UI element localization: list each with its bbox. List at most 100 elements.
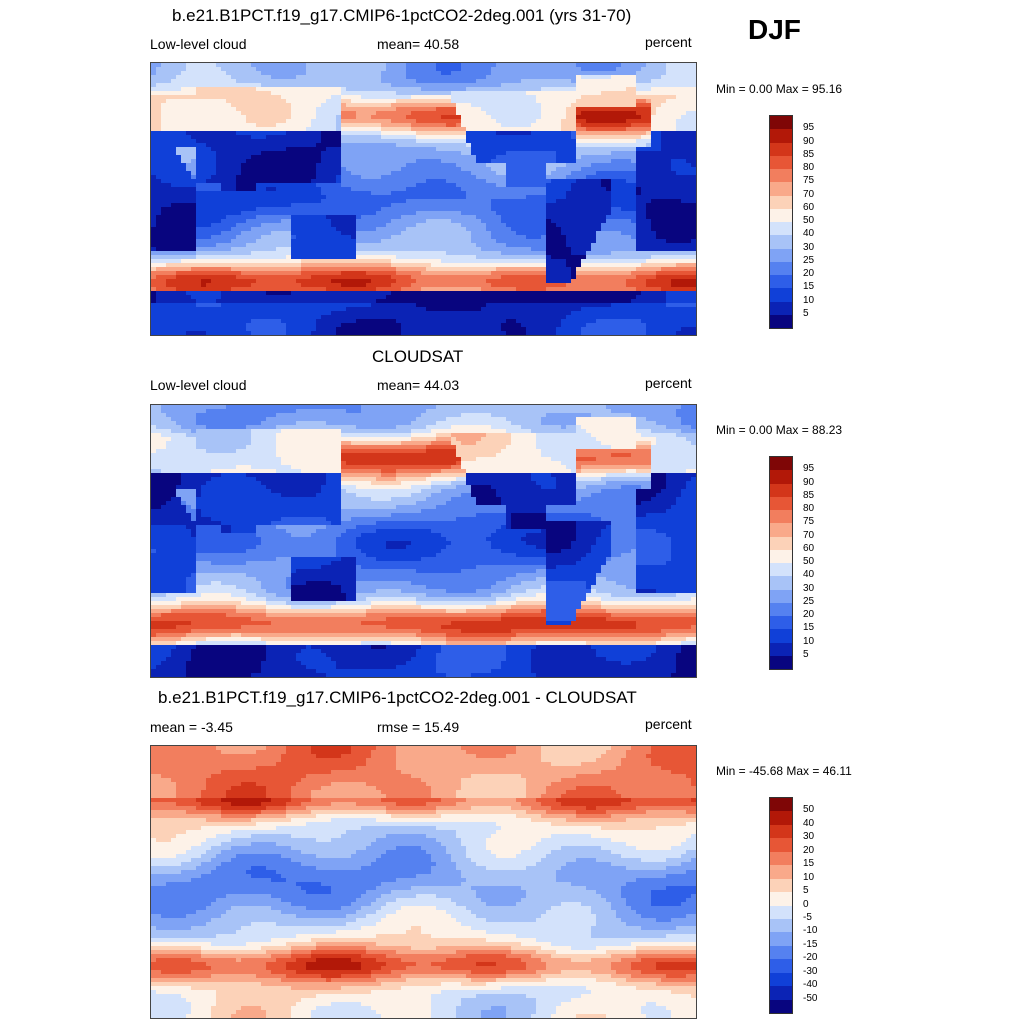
colorbar-swatch <box>770 496 792 510</box>
colorbar-tick-label: 15 <box>803 622 815 634</box>
colorbar-swatch <box>770 288 792 302</box>
colorbar-tick-label: 70 <box>803 529 815 541</box>
colorbar-tick-label: 10 <box>803 294 815 306</box>
colorbar-swatch <box>770 208 792 222</box>
colorbar-swatch <box>770 878 792 893</box>
colorbar-swatch <box>770 892 792 906</box>
colorbar-tick-label: -20 <box>803 952 818 964</box>
panel-2-mean-label: mean= 44.03 <box>377 377 460 393</box>
difference-map <box>150 745 697 1019</box>
colorbar-swatch <box>770 182 792 196</box>
colorbar-swatch <box>770 549 792 563</box>
colorbar-swatch <box>770 811 792 825</box>
panel-1-mean-label: mean= 40.58 <box>377 36 460 52</box>
panel-3-colorbar <box>769 797 793 1014</box>
colorbar-swatch <box>770 576 792 590</box>
colorbar-swatch <box>770 838 792 852</box>
colorbar-tick-label: 60 <box>803 542 815 554</box>
season-label: DJF <box>748 14 801 45</box>
colorbar-tick-label: -50 <box>803 992 818 1004</box>
colorbar-swatch <box>770 116 792 130</box>
colorbar-swatch <box>770 563 792 577</box>
colorbar-swatch <box>770 629 792 643</box>
colorbar-swatch <box>770 155 792 169</box>
colorbar-swatch <box>770 589 792 603</box>
colorbar-swatch <box>770 195 792 209</box>
colorbar-swatch <box>770 142 792 156</box>
colorbar-tick-label: 15 <box>803 858 815 870</box>
colorbar-swatch <box>770 510 792 524</box>
colorbar-tick-label: 50 <box>803 556 815 567</box>
colorbar-tick-label: -30 <box>803 965 818 977</box>
colorbar-tick-label: 95 <box>803 122 815 134</box>
colorbar-swatch <box>770 602 792 616</box>
panel-1-units-label: percent <box>645 34 692 50</box>
colorbar-tick-label: 30 <box>803 831 815 843</box>
colorbar-tick-label: 40 <box>803 569 815 581</box>
colorbar-tick-label: 90 <box>803 135 815 147</box>
panel-1-variable-label: Low-level cloud <box>150 36 247 52</box>
colorbar-swatch <box>770 972 792 987</box>
colorbar-tick-label: 75 <box>803 175 815 187</box>
colorbar-tick-label: 20 <box>803 844 815 856</box>
colorbar-tick-label: -10 <box>803 925 818 937</box>
colorbar-tick-label: 15 <box>803 281 815 293</box>
panel-3-minmax: Min = -45.68 Max = 46.11 <box>716 764 852 778</box>
colorbar-tick-label: 90 <box>803 476 815 488</box>
panel-2-minmax: Min = 0.00 Max = 88.23 <box>716 423 843 437</box>
colorbar-swatch <box>770 616 792 630</box>
colorbar-swatch <box>770 222 792 236</box>
colorbar-swatch <box>770 261 792 275</box>
colorbar-tick-label: 70 <box>803 188 815 200</box>
colorbar-swatch <box>770 905 792 919</box>
colorbar-tick-label: 85 <box>803 148 815 160</box>
panel-2-colorbar <box>769 456 793 670</box>
colorbar-tick-label: 10 <box>803 871 815 883</box>
colorbar-swatch <box>770 865 792 879</box>
colorbar-tick-label: 60 <box>803 201 815 213</box>
colorbar-swatch <box>770 851 792 866</box>
colorbar-tick-label: 5 <box>803 885 809 897</box>
colorbar-tick-label: 20 <box>803 609 815 620</box>
colorbar-swatch <box>770 301 792 315</box>
colorbar-tick-label: 25 <box>803 254 815 266</box>
panel-1-minmax: Min = 0.00 Max = 95.16 <box>716 82 843 96</box>
colorbar-tick-label: 50 <box>803 215 815 226</box>
colorbar-tick-label: -15 <box>803 938 818 950</box>
colorbar-swatch <box>770 523 792 537</box>
colorbar-tick-label: 5 <box>803 307 809 319</box>
colorbar-tick-label: 85 <box>803 489 815 501</box>
colorbar-tick-label: 80 <box>803 162 815 173</box>
colorbar-swatch <box>770 483 792 497</box>
colorbar-swatch <box>770 129 792 143</box>
colorbar-tick-label: 5 <box>803 648 809 660</box>
panel-1-colorbar <box>769 115 793 329</box>
panel-2-units-label: percent <box>645 375 692 391</box>
panel-3-title: b.e21.B1PCT.f19_g17.CMIP6-1pctCO2-2deg.0… <box>158 688 637 707</box>
colorbar-swatch <box>770 959 792 973</box>
colorbar-swatch <box>770 945 792 960</box>
panel-2-variable-label: Low-level cloud <box>150 377 247 393</box>
colorbar-swatch <box>770 470 792 484</box>
colorbar-swatch <box>770 918 792 933</box>
colorbar-swatch <box>770 275 792 289</box>
colorbar-swatch <box>770 248 792 262</box>
colorbar-tick-label: 75 <box>803 516 815 528</box>
colorbar-swatch <box>770 655 792 669</box>
colorbar-swatch <box>770 824 792 839</box>
colorbar-tick-label: -5 <box>803 911 812 923</box>
colorbar-tick-label: 20 <box>803 268 815 279</box>
colorbar-swatch <box>770 999 792 1013</box>
colorbar-swatch <box>770 798 792 812</box>
colorbar-tick-label: 40 <box>803 228 815 240</box>
panel-3-mean-label: mean = -3.45 <box>150 719 233 735</box>
colorbar-tick-label: 10 <box>803 635 815 647</box>
panel-3-rmse-label: rmse = 15.49 <box>377 719 460 735</box>
colorbar-swatch <box>770 536 792 550</box>
colorbar-tick-label: 30 <box>803 241 815 253</box>
colorbar-swatch <box>770 457 792 471</box>
panel-1-title: b.e21.B1PCT.f19_g17.CMIP6-1pctCO2-2deg.0… <box>172 6 632 25</box>
colorbar-tick-label: 50 <box>803 804 815 816</box>
panel-3-units-label: percent <box>645 716 692 732</box>
colorbar-tick-label: -40 <box>803 979 818 991</box>
